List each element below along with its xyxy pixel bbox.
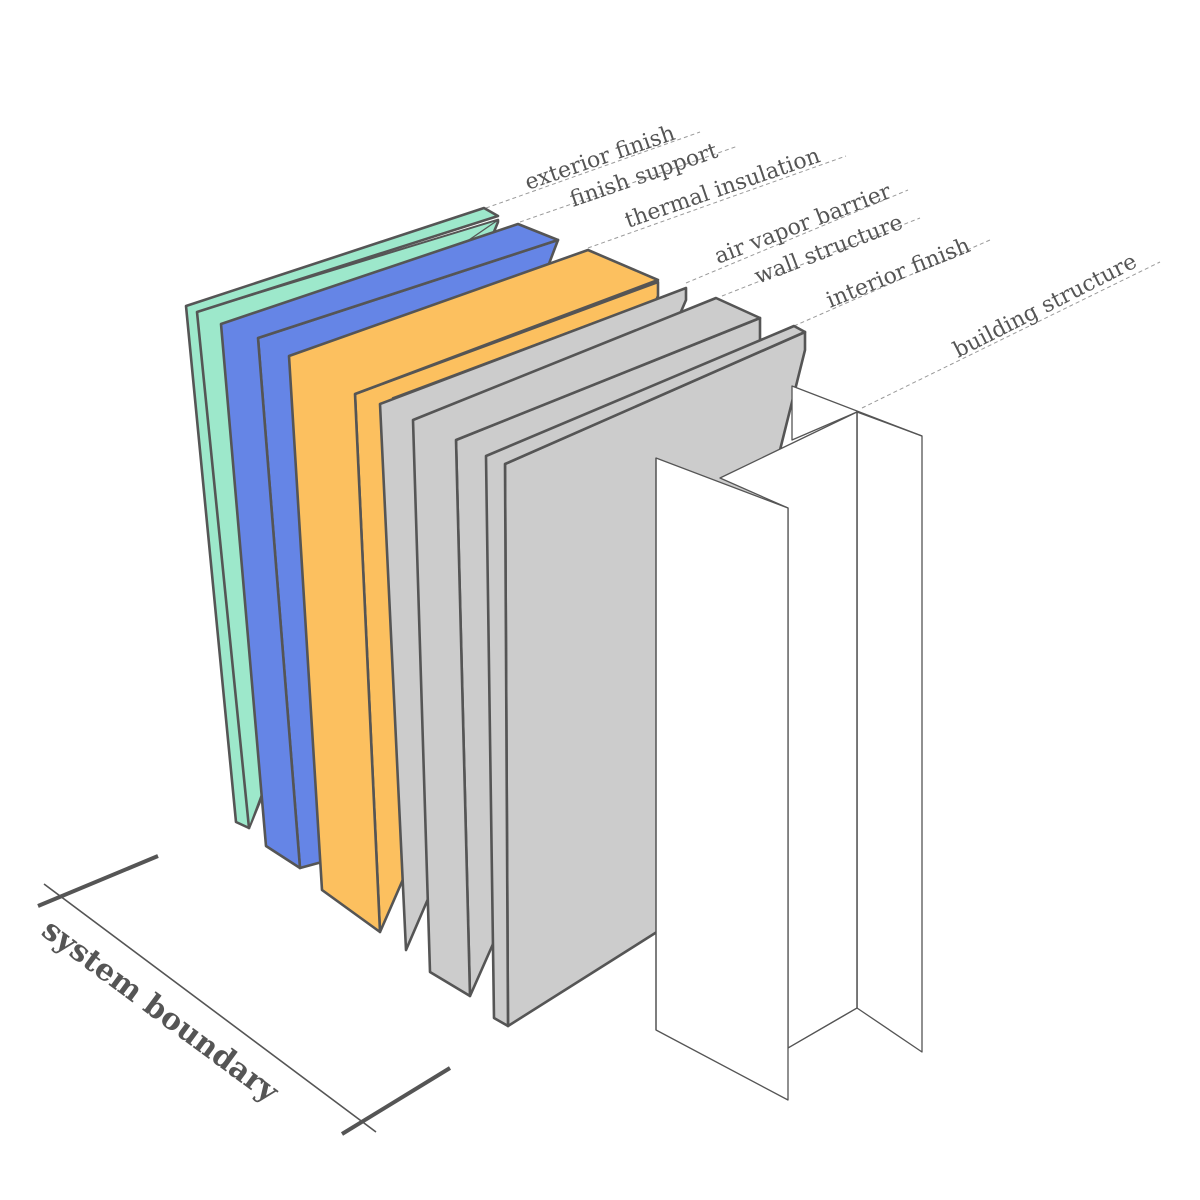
leader-wall-structure — [721, 217, 921, 297]
label-building-structure: building structure — [949, 249, 1141, 363]
system-boundary-label: system boundary — [35, 912, 286, 1110]
leader-interior-finish — [793, 239, 991, 327]
leader-thermal-insulation — [587, 155, 847, 249]
beam-front-flange — [655, 457, 789, 1101]
leader-finish-support — [519, 145, 739, 223]
leader-exterior-finish — [485, 131, 701, 209]
layer-building-structure — [655, 385, 923, 1101]
boundary-tick-right — [340, 1066, 452, 1136]
boundary-tick-left — [37, 854, 159, 908]
leader-building-structure — [861, 261, 1161, 409]
boundary-line — [43, 883, 377, 1133]
leader-lines — [485, 131, 1161, 409]
leader-air-vapor-barrier — [685, 189, 909, 284]
